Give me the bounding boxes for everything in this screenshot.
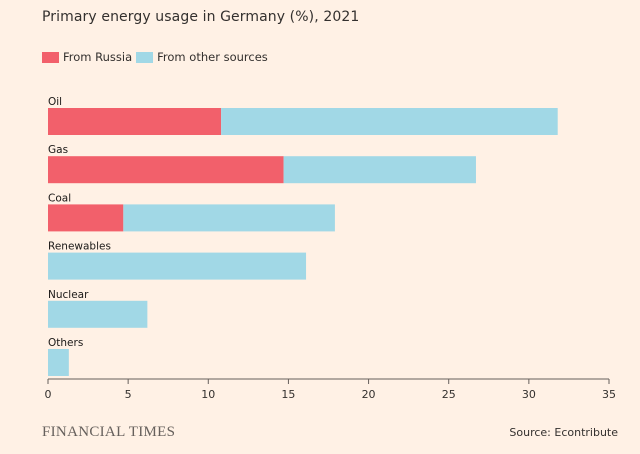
category-label-coal: Coal <box>48 192 71 204</box>
category-label-gas: Gas <box>48 144 68 156</box>
legend-swatch-russia <box>42 51 59 63</box>
x-tick-label-15: 15 <box>281 388 295 401</box>
bar-gas-russia <box>48 156 284 184</box>
chart-title: Primary energy usage in Germany (%), 202… <box>42 9 360 25</box>
category-label-nuclear: Nuclear <box>48 289 89 301</box>
bar-others-other <box>48 349 69 376</box>
category-label-others: Others <box>48 337 83 349</box>
bar-gas-other <box>283 156 476 184</box>
bar-coal-other <box>123 204 335 232</box>
source-note: Source: Econtribute <box>509 426 618 439</box>
ft-logo: FINANCIAL TIMES <box>42 424 176 440</box>
x-tick-label-30: 30 <box>522 388 536 401</box>
bar-renewables-other <box>48 252 307 280</box>
category-label-renewables: Renewables <box>48 241 111 253</box>
legend-item-russia: From Russia <box>42 50 132 64</box>
x-tick-label-25: 25 <box>442 388 456 401</box>
x-tick-label-35: 35 <box>602 388 616 401</box>
legend-swatch-other <box>136 51 154 63</box>
legend-label-other: From other sources <box>157 50 268 64</box>
x-tick-label-0: 0 <box>45 388 52 401</box>
bar-oil-other <box>221 108 558 135</box>
legend: From Russia From other sources <box>42 50 270 64</box>
bar-oil-russia <box>48 108 222 135</box>
bar-coal-russia <box>48 204 124 232</box>
legend-label-russia: From Russia <box>63 50 133 64</box>
legend-item-other: From other sources <box>136 50 268 64</box>
x-tick-label-20: 20 <box>362 388 376 401</box>
x-tick-label-5: 5 <box>125 388 132 401</box>
bar-nuclear-other <box>48 300 148 328</box>
x-tick-label-10: 10 <box>201 388 215 401</box>
category-label-oil: Oil <box>48 96 62 108</box>
